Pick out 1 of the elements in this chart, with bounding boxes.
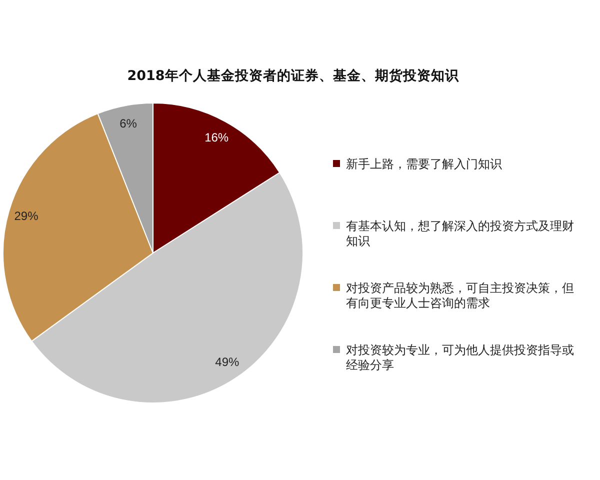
- title: 2018年个人基金投资者的证券、基金、期货投资知识: [127, 68, 459, 84]
